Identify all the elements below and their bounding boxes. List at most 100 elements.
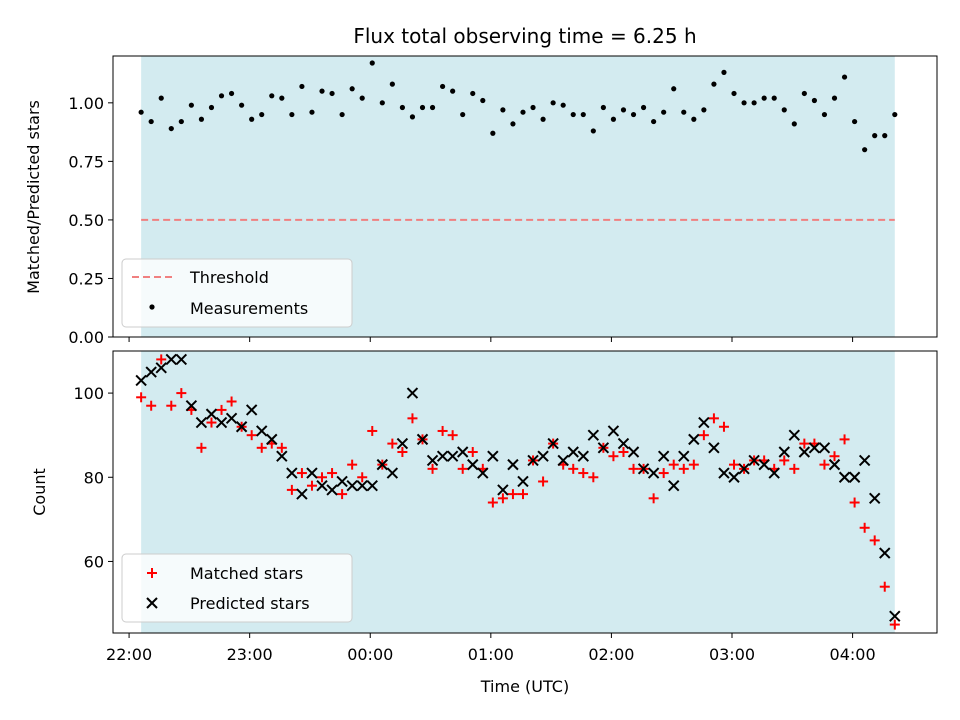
x-stroke-b <box>768 467 780 479</box>
predicted-star-point <box>487 450 499 462</box>
x-stroke-b <box>306 467 318 479</box>
measurement-point <box>158 95 164 101</box>
x-tick-label: 00:00 <box>347 645 393 664</box>
x-stroke-b <box>868 492 881 505</box>
y-tick-label: 0.00 <box>68 328 104 347</box>
matched-star-point <box>276 442 287 453</box>
predicted-star-point <box>376 458 389 471</box>
predicted-star-point <box>657 450 670 462</box>
x-stroke-b <box>858 454 871 467</box>
predicted-star-point <box>868 492 881 505</box>
predicted-star-point <box>647 467 660 479</box>
matched-star-point <box>869 535 880 546</box>
measurement-point <box>510 121 516 127</box>
predicted-star-point <box>336 475 348 488</box>
x-stroke-b <box>467 458 479 471</box>
x-stroke-b <box>718 467 730 479</box>
measurement-point <box>610 116 617 122</box>
x-stroke-b <box>798 446 811 458</box>
x-stroke-b <box>889 610 901 622</box>
bottom-panel: 60 80 100 22:00 23:00 00:00 01:00 02:00 03:00 04… <box>30 350 938 696</box>
measurement-point <box>651 118 657 125</box>
predicted-star-point <box>708 442 720 454</box>
measurement-point <box>540 116 546 122</box>
matched-star-point <box>367 425 378 436</box>
matched-star-point <box>578 468 589 479</box>
measurement-point <box>319 88 325 94</box>
x-stroke-b <box>597 442 610 454</box>
measurement-point <box>691 116 697 122</box>
y-tick-label: 0.75 <box>68 152 104 171</box>
x-tick-label: 03:00 <box>709 645 755 664</box>
x-stroke-b <box>547 437 559 450</box>
x-stroke-b <box>738 463 750 475</box>
legend-x-marker <box>146 597 158 609</box>
predicted-star-point <box>195 416 208 429</box>
matched-star-point <box>839 434 850 445</box>
top-panel: Flux total observing time = 6.25 h 0.00 0… <box>24 24 938 347</box>
predicted-star-point <box>165 353 177 366</box>
x-stroke-b <box>657 450 670 462</box>
predicted-star-point <box>316 479 328 492</box>
predicted-star-point <box>838 471 851 483</box>
predicted-star-point <box>668 479 680 492</box>
measurement-point <box>249 116 255 122</box>
x-stroke-b <box>135 374 147 387</box>
x-stroke-b <box>527 454 539 467</box>
x-stroke-b <box>245 404 258 416</box>
x-stroke-b <box>647 467 660 479</box>
predicted-star-point <box>788 429 801 441</box>
predicted-star-point <box>497 484 509 496</box>
predicted-star-point <box>889 610 901 622</box>
x-stroke-b <box>296 488 308 500</box>
matched-star-point <box>648 493 659 504</box>
x-stroke-b <box>256 425 268 437</box>
measurement-point <box>329 90 335 97</box>
y-tick-label: 1.00 <box>68 94 104 113</box>
legend-matched-swatch <box>147 568 157 578</box>
x-stroke-b <box>266 433 278 446</box>
predicted-star-point <box>446 450 459 462</box>
bottom-axes-frame <box>112 350 938 634</box>
predicted-star-point <box>808 442 821 454</box>
x-stroke-b <box>376 458 389 471</box>
predicted-star-point <box>688 433 700 446</box>
x-stroke-b <box>507 458 519 471</box>
matched-star-point <box>246 430 257 441</box>
x-stroke-b <box>155 362 167 374</box>
predicted-star-point <box>828 458 841 471</box>
x-stroke-b <box>225 412 238 425</box>
matched-star-point <box>729 459 740 470</box>
matched-star-point <box>256 442 267 453</box>
predicted-star-point <box>266 433 278 446</box>
predicted-star-point <box>245 404 258 416</box>
y-tick-label: 80 <box>84 468 104 487</box>
predicted-star-point <box>858 454 871 467</box>
measurement-point <box>369 60 375 66</box>
measurement-point <box>208 104 215 111</box>
x-stroke-b <box>788 429 801 441</box>
measurement-point <box>289 111 295 118</box>
predicted-star-point <box>848 471 861 483</box>
legend-predicted-swatch <box>146 597 158 609</box>
predicted-star-point <box>366 479 378 492</box>
measurement-point <box>560 102 566 108</box>
x-tick-label: 02:00 <box>588 645 634 664</box>
matched-star-point <box>387 438 398 449</box>
x-stroke-b <box>567 446 579 458</box>
x-stroke-b <box>146 597 158 609</box>
predicted-star-point <box>627 446 640 458</box>
predicted-star-point <box>175 353 188 366</box>
predicted-star-point <box>456 446 469 458</box>
matched-star-point <box>226 396 237 407</box>
bottom-legend: Matched stars Predicted stars <box>121 553 353 623</box>
chart-title: Flux total observing time = 6.25 h <box>353 24 696 48</box>
predicted-star-point <box>507 458 519 471</box>
x-tick-label: 04:00 <box>830 645 876 664</box>
x-stroke-b <box>316 479 328 492</box>
predicted-star-point <box>155 362 167 374</box>
matched-star-point <box>889 619 900 630</box>
x-stroke-b <box>778 446 790 458</box>
x-stroke-b <box>426 454 439 467</box>
matched-star-point <box>538 476 549 487</box>
